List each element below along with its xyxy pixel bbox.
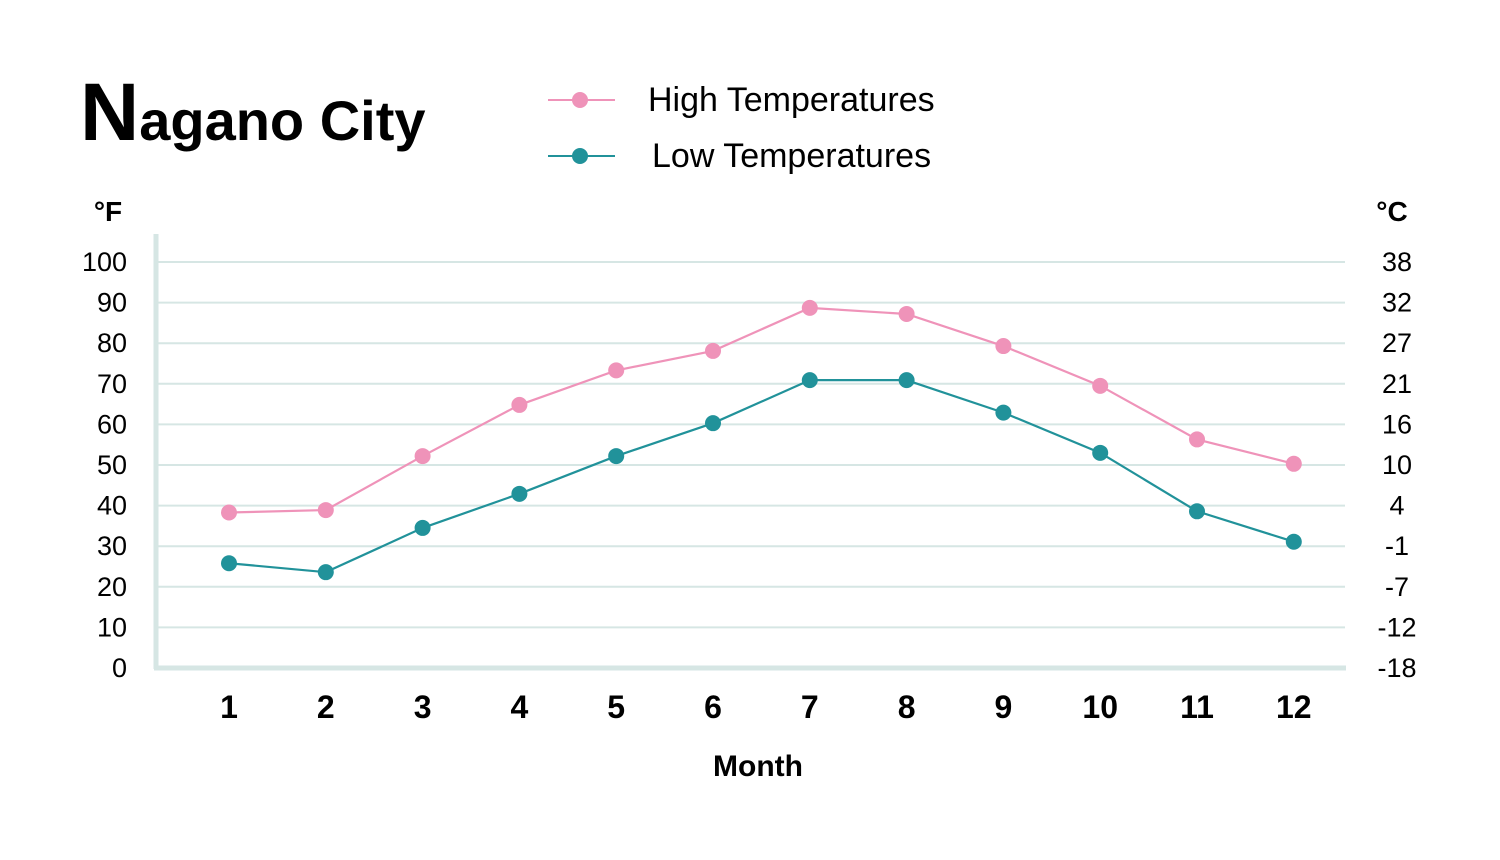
legend-label-high: High Temperatures xyxy=(648,81,935,119)
x-tick-label: 12 xyxy=(1276,689,1312,725)
data-point-low xyxy=(1285,533,1302,550)
y-tick-label-right: -7 xyxy=(1385,572,1409,602)
y-tick-label-right: 32 xyxy=(1382,288,1412,318)
x-tick-label: 5 xyxy=(607,689,625,725)
y-tick-label-right: -18 xyxy=(1377,653,1416,683)
y-tick-label-right: -12 xyxy=(1377,612,1416,642)
data-point-high xyxy=(1189,431,1205,448)
x-tick-label: 11 xyxy=(1180,689,1214,725)
x-tick-label: 3 xyxy=(414,689,432,725)
data-point-high xyxy=(221,504,237,521)
data-point-low xyxy=(511,485,528,502)
data-point-high xyxy=(1092,377,1109,394)
y-tick-label-right: 16 xyxy=(1382,409,1412,439)
x-tick-label: 6 xyxy=(704,689,722,725)
y-tick-label-right: 21 xyxy=(1382,369,1412,399)
y-tick-label-right: 27 xyxy=(1382,328,1412,358)
y-tick-label-left: 80 xyxy=(97,328,127,358)
data-point-low xyxy=(317,564,334,581)
x-tick-label: 9 xyxy=(995,689,1013,725)
y-axis-unit-right: °C xyxy=(1376,196,1407,227)
data-point-high xyxy=(608,362,625,379)
x-tick-label: 2 xyxy=(317,689,335,725)
x-tick-label: 1 xyxy=(220,689,238,725)
data-point-low xyxy=(221,555,237,572)
chart-title: Nagano City xyxy=(80,72,425,154)
legend-swatch-high xyxy=(548,92,615,108)
y-tick-label-left: 20 xyxy=(97,572,127,602)
legend-swatch-low xyxy=(548,148,615,164)
y-axis-unit-left: °F xyxy=(94,196,122,227)
data-point-low xyxy=(705,415,721,432)
legend-label-low: Low Temperatures xyxy=(652,137,932,175)
data-point-low xyxy=(1092,444,1109,461)
y-tick-label-left: 90 xyxy=(97,288,127,318)
data-point-high xyxy=(414,448,431,465)
series-line-high xyxy=(228,306,1295,514)
data-point-high xyxy=(511,396,528,413)
y-tick-label-left: 10 xyxy=(97,612,127,642)
data-point-high xyxy=(898,305,915,322)
x-axis-title: Month xyxy=(713,750,803,783)
y-tick-label-right: 4 xyxy=(1389,491,1404,521)
series-line-low xyxy=(228,379,1295,574)
data-point-low xyxy=(898,372,915,389)
y-tick-label-left: 100 xyxy=(82,247,127,277)
data-point-high xyxy=(801,299,818,316)
data-point-high xyxy=(1285,455,1302,472)
y-tick-label-left: 50 xyxy=(97,450,127,480)
x-tick-label: 8 xyxy=(898,689,916,725)
y-tick-label-left: 40 xyxy=(97,491,127,521)
data-point-low xyxy=(801,372,818,389)
x-tick-label: 4 xyxy=(511,689,529,725)
data-point-low xyxy=(995,404,1012,421)
y-tick-label-right: -1 xyxy=(1385,531,1409,561)
chart-title-rest: agano City xyxy=(139,89,426,152)
data-point-high xyxy=(995,338,1012,355)
y-tick-label-right: 10 xyxy=(1382,450,1412,480)
data-point-high xyxy=(705,342,721,359)
y-tick-label-left: 30 xyxy=(97,531,127,561)
chart-title-initial: N xyxy=(80,67,140,158)
y-tick-label-left: 0 xyxy=(112,653,127,683)
y-tick-label-left: 60 xyxy=(97,409,127,439)
x-tick-label: 7 xyxy=(801,689,819,725)
data-point-low xyxy=(608,448,625,465)
data-point-low xyxy=(414,519,431,536)
x-tick-label: 10 xyxy=(1082,689,1118,725)
data-point-high xyxy=(317,502,334,519)
y-tick-label-right: 38 xyxy=(1382,247,1412,277)
data-point-low xyxy=(1189,503,1205,520)
y-tick-label-left: 70 xyxy=(97,369,127,399)
